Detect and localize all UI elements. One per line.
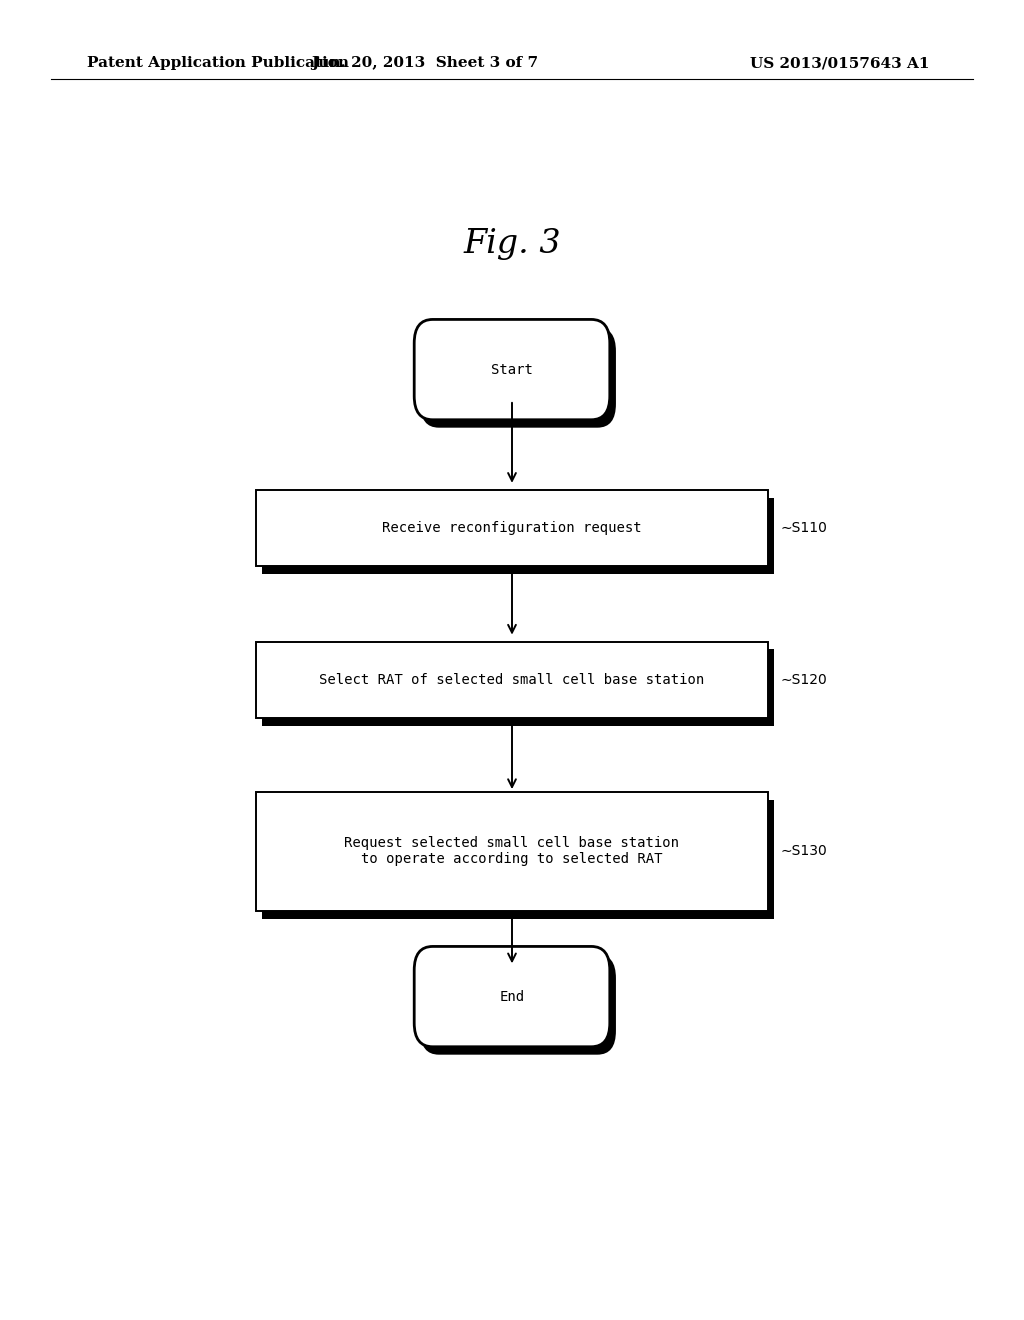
Text: End: End <box>500 990 524 1003</box>
Text: Receive reconfiguration request: Receive reconfiguration request <box>382 521 642 535</box>
Text: ∼S130: ∼S130 <box>780 845 827 858</box>
Text: Request selected small cell base station
to operate according to selected RAT: Request selected small cell base station… <box>344 837 680 866</box>
Text: Select RAT of selected small cell base station: Select RAT of selected small cell base s… <box>319 673 705 686</box>
FancyBboxPatch shape <box>420 327 615 428</box>
Text: Fig. 3: Fig. 3 <box>463 228 561 260</box>
Text: Start: Start <box>492 363 532 376</box>
Text: ∼S110: ∼S110 <box>780 521 827 535</box>
Bar <box>262 649 774 726</box>
FancyBboxPatch shape <box>420 954 615 1055</box>
FancyBboxPatch shape <box>414 946 609 1047</box>
Bar <box>262 498 774 574</box>
Bar <box>256 642 768 718</box>
Text: US 2013/0157643 A1: US 2013/0157643 A1 <box>750 57 930 70</box>
Bar <box>256 792 768 911</box>
Text: Jun. 20, 2013  Sheet 3 of 7: Jun. 20, 2013 Sheet 3 of 7 <box>311 57 539 70</box>
FancyBboxPatch shape <box>414 319 609 420</box>
Bar <box>262 800 774 919</box>
Text: Patent Application Publication: Patent Application Publication <box>87 57 349 70</box>
Bar <box>256 490 768 566</box>
Text: ∼S120: ∼S120 <box>780 673 827 686</box>
